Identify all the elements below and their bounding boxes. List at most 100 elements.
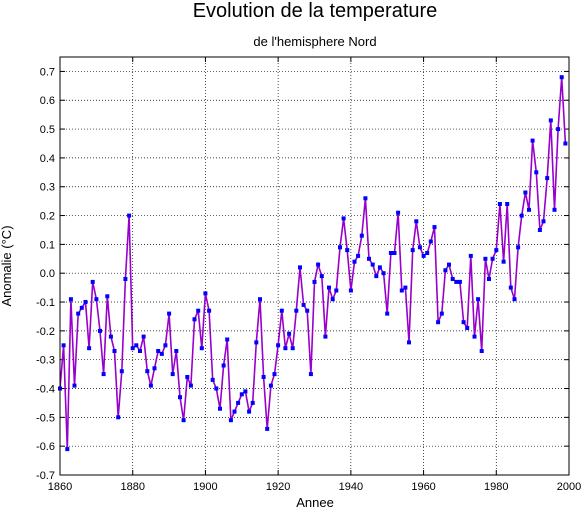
y-tick-labels: -0.7 -0.6 -0.5 -0.4 -0.3 -0.2 -0.1 0.0 0.1 0.2 0.3… [36,66,55,482]
y-tick-label: 0.6 [40,95,55,107]
y-tick-label: -0.1 [36,297,55,309]
data-point [457,279,462,284]
data-point [221,363,226,368]
data-point [363,196,368,201]
data-point [490,256,495,261]
data-point [523,190,528,195]
data-point [374,274,379,279]
data-point [305,308,310,313]
data-point [443,268,448,273]
data-point [552,207,557,212]
data-point [279,308,284,313]
data-point [167,311,172,316]
data-point [512,297,517,302]
x-tick-label: 1960 [411,481,435,493]
data-point [236,400,241,405]
data-point [548,118,553,123]
data-point [530,138,535,143]
data-point [527,207,531,212]
data-point [461,320,466,325]
data-point [119,369,124,374]
data-point [403,285,408,290]
data-point [556,127,561,132]
data-point [396,210,401,215]
data-point [537,228,542,232]
data-point [479,349,484,353]
data-point [196,308,201,313]
data-point [261,375,266,379]
data-point [519,213,524,218]
data-point [207,308,212,313]
data-point [385,311,390,316]
data-point [112,349,117,353]
data-point [327,285,331,290]
y-tick-label: -0.6 [36,441,55,453]
data-point [127,213,132,218]
data-point [98,328,102,333]
data-point [174,349,179,353]
x-tick-labels: 1860 1880 1900 1920 1940 1960 1980 2000 [48,481,581,493]
y-tick-label: 0.5 [40,124,55,136]
data-point [72,383,77,388]
data-point [108,334,113,339]
data-point [90,279,95,284]
data-point [203,291,208,296]
data-point [68,297,73,302]
data-point [494,248,499,253]
data-point [247,409,252,414]
data-point [188,383,193,388]
data-point [388,251,393,255]
chart-title: Evolution de la temperature [193,0,438,22]
y-tick-label: -0.4 [36,384,55,396]
x-tick-label: 1940 [339,481,363,493]
data-point [287,331,292,336]
data-point [116,415,121,420]
data-point [312,279,317,284]
data-point [356,253,361,258]
axis-ticks [59,57,570,476]
data-point [290,346,295,351]
y-tick-label: 0.2 [40,211,55,223]
data-point [534,170,539,175]
data-point [407,340,411,345]
data-point [516,245,521,250]
data-point [559,75,564,80]
data-point [428,239,433,244]
data-point [421,253,426,258]
y-axis-label: Anomalie (°C) [0,225,14,306]
data-point [156,349,161,353]
data-point [141,334,146,339]
data-point [232,409,237,414]
data-point [138,349,142,353]
data-point [254,340,259,345]
data-point [218,406,222,411]
data-point [487,277,491,281]
data-point [497,202,502,206]
data-point [170,372,175,377]
data-point [508,285,513,290]
y-tick-label: -0.3 [36,355,55,367]
data-point [159,351,164,356]
data-point [228,418,233,423]
data-point [345,248,350,253]
data-point [545,176,550,181]
data-point [425,251,430,255]
data-point [367,256,371,261]
data-point [148,383,153,388]
data-point [101,372,106,377]
chart-subtitle: de l'hemisphere Nord [253,34,376,49]
data-point [79,305,84,310]
data-point [105,294,110,299]
data-point [145,369,150,374]
data-point [83,300,88,304]
x-tick-label: 1880 [120,481,144,493]
y-tick-label: -0.7 [36,470,55,482]
data-point [377,265,382,270]
data-point [181,418,186,423]
data-point [316,262,321,267]
data-point [436,320,441,325]
grid [60,57,569,475]
data-point [265,426,270,431]
data-point [283,346,288,351]
x-tick-label: 1920 [266,481,290,493]
